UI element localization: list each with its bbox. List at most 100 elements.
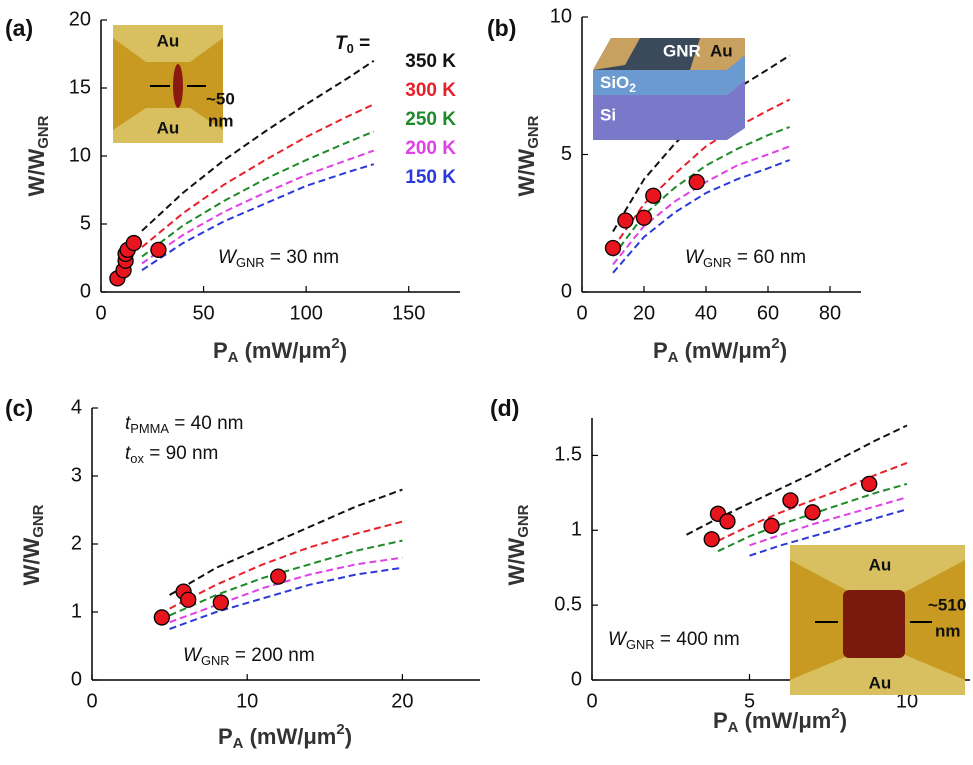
inset-label: ~510	[928, 595, 966, 614]
y-tick-label: 5	[561, 143, 572, 165]
data-point	[637, 210, 652, 225]
inset-label: 2	[629, 81, 636, 95]
data-point	[704, 532, 719, 547]
x-axis-label-part: A	[728, 719, 739, 736]
y-tick-label: 20	[69, 8, 91, 30]
annotation: tPMMA = 40 nm	[125, 413, 243, 436]
data-point	[271, 569, 286, 584]
model-curve	[170, 522, 403, 609]
y-axis-label-part: W/W	[514, 149, 539, 197]
inset-label: SiO	[600, 73, 629, 92]
inset-label: nm	[935, 621, 961, 640]
annotation-part: GNR	[236, 255, 265, 270]
x-axis-label-part: (mW/μm	[243, 724, 336, 749]
y-axis-label-part: W/W	[19, 538, 44, 586]
y-tick-label: 0	[571, 668, 582, 690]
inset-label: nm	[208, 111, 234, 130]
panel-label: (b)	[487, 15, 516, 41]
y-tick-label: 0	[80, 280, 91, 302]
x-axis-label-part: A	[668, 349, 679, 366]
model-curve	[718, 463, 907, 541]
y-tick-label: 10	[550, 5, 572, 27]
panel-label: (c)	[5, 395, 33, 421]
x-axis-label-part: P	[653, 338, 668, 363]
data-point	[764, 518, 779, 533]
x-tick-label: 100	[289, 302, 322, 324]
y-axis-label-part: W/W	[24, 149, 49, 197]
y-tick-label: 10	[69, 144, 91, 166]
x-axis-label: PA (mW/μm2)	[213, 335, 347, 366]
data-point	[154, 610, 169, 625]
y-axis-label-part: GNR	[525, 115, 542, 148]
x-tick-label: 80	[819, 302, 841, 324]
x-tick-label: 0	[586, 690, 597, 712]
data-point	[783, 493, 798, 508]
x-axis-label: PA (mW/μm2)	[218, 721, 352, 752]
inset-a: Au Au ~50 nm	[113, 25, 235, 143]
annotation-part: = 60 nm	[732, 247, 806, 268]
x-tick-label: 20	[391, 690, 413, 712]
y-tick-label: 1.5	[554, 444, 582, 466]
data-point	[213, 595, 228, 610]
legend-title: T0 =	[335, 33, 370, 56]
y-tick-label: 1	[571, 519, 582, 541]
legend-entry: 150 K	[405, 167, 456, 188]
inset-label: Au	[869, 555, 892, 574]
annotation-part: GNR	[626, 637, 655, 652]
x-axis-label-part: (mW/μm	[738, 708, 831, 733]
x-axis-label-part: 2	[336, 721, 344, 738]
x-axis-label-part: A	[228, 349, 239, 366]
x-axis-label-part: )	[340, 338, 347, 363]
inset-label: GNR	[663, 41, 701, 60]
data-point	[862, 476, 877, 491]
y-tick-label: 4	[71, 396, 82, 418]
x-tick-label: 0	[576, 302, 587, 324]
x-axis-label-part: )	[345, 724, 352, 749]
annotation-part: = 90 nm	[144, 443, 218, 464]
data-point	[689, 175, 704, 190]
y-axis-label-part: W/W	[504, 538, 529, 586]
inset-label: Au	[157, 31, 180, 50]
x-axis-label-part: )	[780, 338, 787, 363]
x-axis-label-part: (mW/μm	[238, 338, 331, 363]
y-axis-label: W/WGNR	[24, 115, 52, 196]
data-point	[618, 213, 633, 228]
annotation: WGNR = 60 nm	[685, 247, 806, 270]
x-axis-label-part: 2	[771, 335, 779, 352]
x-axis-label-part: )	[840, 708, 847, 733]
data-point	[805, 505, 820, 520]
x-tick-label: 10	[236, 690, 258, 712]
x-axis-label-part: 2	[831, 705, 839, 722]
inset-label: Au	[710, 41, 733, 60]
model-curve	[170, 490, 403, 595]
legend-entry: 200 K	[405, 138, 456, 159]
annotation-part: = 40 nm	[169, 413, 243, 434]
x-axis-label-part: A	[233, 735, 244, 752]
y-axis-label-part: GNR	[30, 504, 47, 537]
inset-label: Si	[600, 105, 616, 124]
y-tick-label: 3	[71, 464, 82, 486]
inset-label: ~50	[206, 89, 235, 108]
data-point	[720, 514, 735, 529]
annotation-part: GNR	[201, 653, 230, 668]
panel-label: (a)	[5, 15, 33, 41]
y-tick-label: 0.5	[554, 593, 582, 615]
inset-b: GNR Au SiO2 Si	[593, 38, 745, 140]
x-tick-label: 0	[95, 302, 106, 324]
inset-d: Au Au ~510 nm	[790, 545, 966, 695]
ribbon	[843, 590, 905, 658]
x-axis-label-part: 2	[331, 335, 339, 352]
model-curve	[613, 127, 790, 256]
y-axis-label-part: GNR	[35, 115, 52, 148]
y-axis-label: W/WGNR	[504, 504, 532, 585]
inset-label: Au	[157, 118, 180, 137]
page: {"chart_data": [ {"type": "line", "panel…	[0, 0, 973, 765]
legend-entry: 300 K	[405, 80, 456, 101]
y-axis-label-part: GNR	[515, 504, 532, 537]
y-tick-label: 0	[561, 280, 572, 302]
x-axis-label-part: (mW/μm	[678, 338, 771, 363]
y-axis-label: W/WGNR	[19, 504, 47, 585]
y-tick-label: 15	[69, 76, 91, 98]
x-axis-label: PA (mW/μm2)	[713, 705, 847, 736]
data-point	[151, 242, 166, 257]
